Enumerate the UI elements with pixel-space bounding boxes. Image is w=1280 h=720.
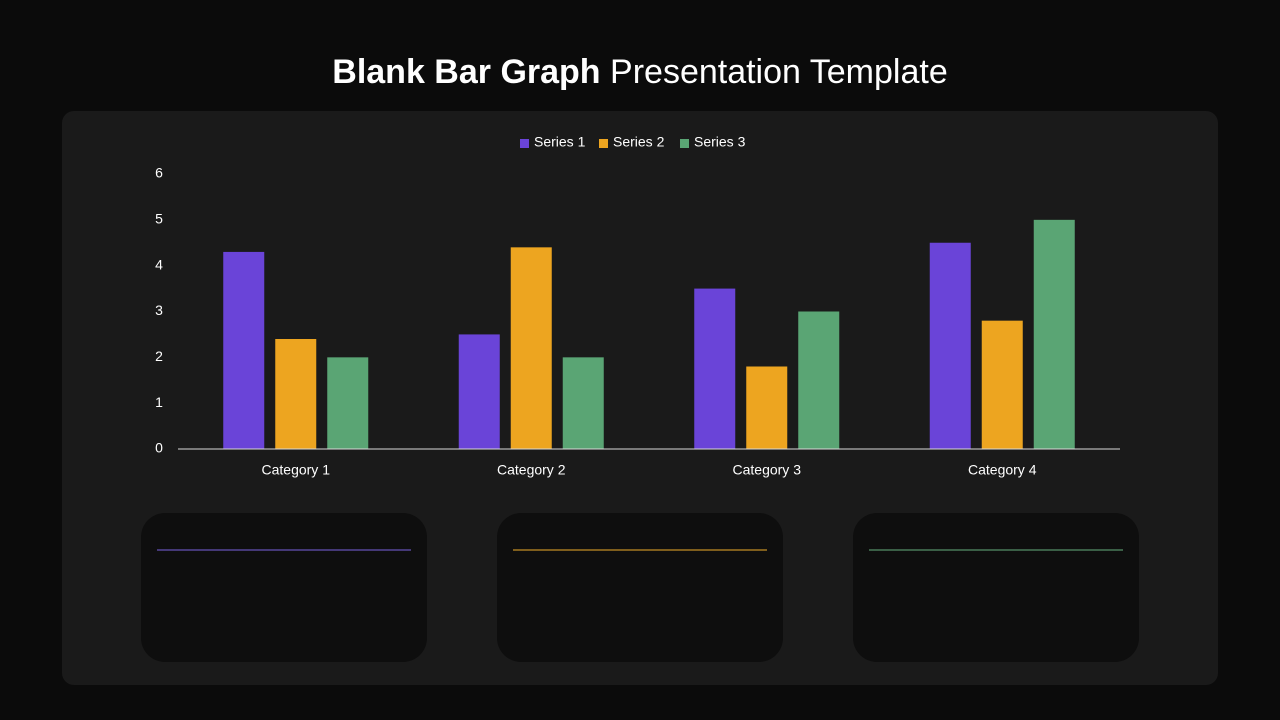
bar [981,320,1023,449]
bar [798,311,840,449]
bar [327,357,369,449]
x-tick-label: Category 4 [968,462,1037,478]
y-tick-label: 6 [155,165,163,181]
bar [510,247,552,449]
y-tick-label: 0 [155,440,163,456]
y-tick-label: 5 [155,211,163,227]
y-tick-label: 2 [155,348,163,364]
bar [458,334,500,449]
x-tick-label: Category 2 [497,462,566,478]
x-tick-label: Category 1 [262,462,331,478]
slide-title: Blank Bar Graph Presentation Template [332,53,947,91]
bar [275,339,317,449]
bar [746,366,788,449]
y-tick-label: 1 [155,394,163,410]
legend-label: Series 3 [694,134,746,150]
bar [694,288,736,449]
bar [929,242,971,449]
title-rest: Presentation Template [610,53,948,91]
y-tick-label: 3 [155,302,163,318]
legend-swatch [680,139,689,148]
y-tick-label: 4 [155,256,163,272]
legend-swatch [520,139,529,148]
card [853,513,1139,662]
card [141,513,427,662]
title-bold: Blank Bar Graph [332,53,600,91]
bar [223,251,265,449]
cards [141,513,1139,662]
x-tick-label: Category 3 [733,462,802,478]
legend-label: Series 1 [534,134,586,150]
card [497,513,783,662]
legend-label: Series 2 [613,134,665,150]
legend-swatch [599,139,608,148]
bar [1033,219,1075,449]
bar [562,357,604,449]
